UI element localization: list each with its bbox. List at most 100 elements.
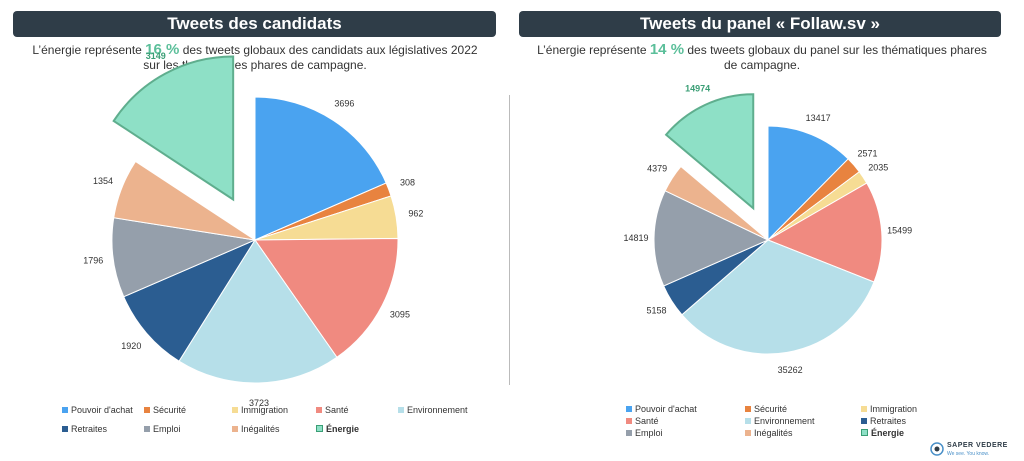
right-legend-label-inegalites: Inégalités (754, 428, 793, 438)
right-slice-inegalites (664, 165, 769, 241)
left-legend-swatch-environnement (398, 407, 404, 413)
right-label-retraites: 5158 (647, 306, 667, 316)
left-label-environnement: 3723 (249, 398, 269, 408)
left-slice-inegalites (113, 160, 256, 241)
right-label-energie: 14974 (685, 84, 710, 94)
right-slice-environnement (681, 239, 875, 355)
right-legend-swatch-pouvoir-d-achat (626, 406, 632, 412)
right-legend-label-energie: Énergie (871, 428, 905, 438)
right-legend-immigration: Immigration (861, 404, 917, 415)
left-legend-label-energie: Énergie (326, 424, 360, 434)
left-slice-sante (254, 237, 399, 358)
left-label-energie: 3149 (146, 51, 166, 61)
right-legend-label-securite: Sécurité (754, 404, 788, 414)
right-legend-label-retraites: Retraites (870, 416, 907, 426)
left-panel: Tweets des candidats L’énergie représent… (0, 0, 500, 461)
right-slice-energie (664, 93, 755, 211)
left-legend-sante: Santé (316, 405, 349, 416)
right-legend-pouvoir-d-achat: Pouvoir d'achat (626, 404, 697, 415)
right-label-securite: 2571 (858, 148, 878, 158)
right-slice-emploi (653, 190, 770, 287)
right-legend-label-emploi: Emploi (635, 428, 663, 438)
right-subtitle: L’énergie représente 14 % des tweets glo… (532, 42, 992, 73)
right-subtitle-pre: L’énergie représente (537, 43, 650, 57)
right-legend-emploi: Emploi (626, 428, 663, 439)
left-legend-label-immigration: Immigration (241, 405, 289, 415)
right-legend-swatch-securite (745, 406, 751, 412)
right-subtitle-post: des tweets globaux du panel sur les thém… (684, 43, 987, 72)
right-legend-label-sante: Santé (635, 416, 659, 426)
right-legend-securite: Sécurité (745, 404, 787, 415)
left-legend-energie: Énergie (316, 424, 359, 435)
left-subtitle-pre: L’énergie représente (32, 43, 146, 57)
left-pie-chart: 3696 308 962 3095 3723 1920 1796 1354 3149 (83, 51, 423, 408)
left-legend-label-sante: Santé (325, 405, 349, 415)
right-label-sante: 15499 (887, 225, 912, 235)
left-legend-label-securite: Sécurité (153, 405, 187, 415)
left-legend-retraites: Retraites (62, 424, 107, 435)
left-legend-securite: Sécurité (144, 405, 186, 416)
saper-vedere-logo: SAPER VEDERE We see. You know. (930, 440, 1020, 460)
right-chart-title: Tweets du panel « Follaw.sv » (519, 11, 1001, 37)
left-legend-immigration: Immigration (232, 405, 288, 416)
right-label-inegalites: 4379 (647, 163, 667, 173)
left-subtitle-highlight: 16 % (145, 41, 180, 58)
left-label-sante: 3095 (390, 310, 410, 320)
logo-name: SAPER VEDERE (947, 442, 1008, 449)
right-label-environnement: 35262 (778, 365, 803, 375)
right-pie-chart: 13417 2571 2035 15499 35262 5158 14819 4379 1497… (624, 84, 913, 376)
left-label-retraites: 1920 (121, 341, 141, 351)
right-slice-pouvoir-d-achat (767, 125, 849, 242)
right-legend-sante: Santé (626, 416, 659, 427)
right-legend-label-pouvoir-d-achat: Pouvoir d'achat (635, 404, 697, 414)
left-label-inegalites: 1354 (93, 176, 113, 186)
left-legend-label-inegalites: Inégalités (241, 424, 280, 434)
left-legend-swatch-emploi (144, 426, 150, 432)
left-slice-pouvoir-d-achat (254, 96, 387, 241)
left-legend-label-retraites: Retraites (71, 424, 108, 434)
left-slice-energie (112, 55, 235, 202)
right-label-pouvoir-d-achat: 13417 (806, 113, 831, 123)
right-legend-label-environnement: Environnement (754, 416, 815, 426)
right-legend-inegalites: Inégalités (745, 428, 793, 439)
left-slice-environnement (178, 239, 338, 384)
left-label-pouvoir-d-achat: 3696 (334, 99, 354, 109)
left-legend-swatch-retraites (62, 426, 68, 432)
left-legend-environnement: Environnement (398, 405, 468, 416)
right-legend-retraites: Retraites (861, 416, 906, 427)
right-legend-swatch-energie (861, 429, 868, 436)
left-chart-title: Tweets des candidats (13, 11, 496, 37)
left-legend-emploi: Emploi (144, 424, 181, 435)
left-legend-swatch-immigration (232, 407, 238, 413)
left-legend-swatch-pouvoir-d-achat (62, 407, 68, 413)
right-legend-energie: Énergie (861, 428, 904, 439)
left-legend-swatch-inegalites (232, 426, 238, 432)
left-legend-inegalites: Inégalités (232, 424, 280, 435)
left-label-immigration: 962 (408, 209, 423, 219)
right-legend-swatch-immigration (861, 406, 867, 412)
right-label-emploi: 14819 (624, 233, 649, 243)
logo-tagline: We see. You know. (947, 451, 990, 457)
left-slice-retraites (123, 238, 257, 362)
left-legend-label-environnement: Environnement (407, 405, 468, 415)
right-slice-sante (766, 182, 883, 283)
right-legend-swatch-emploi (626, 430, 632, 436)
left-label-securite: 308 (400, 177, 415, 187)
left-legend-label-pouvoir-d-achat: Pouvoir d'achat (71, 405, 133, 415)
right-legend-swatch-inegalites (745, 430, 751, 436)
right-subtitle-highlight: 14 % (649, 41, 685, 58)
right-legend-swatch-retraites (861, 418, 867, 424)
right-legend-label-immigration: Immigration (870, 404, 918, 414)
divider (509, 95, 510, 385)
right-legend-swatch-sante (626, 418, 632, 424)
right-panel: Tweets du panel « Follaw.sv » L’énergie … (512, 0, 1012, 461)
right-label-immigration: 2035 (868, 162, 888, 172)
right-legend-swatch-environnement (745, 418, 751, 424)
left-legend-pouvoir-d-achat: Pouvoir d'achat (62, 405, 133, 416)
right-legend-environnement: Environnement (745, 416, 815, 427)
left-legend-swatch-energie (316, 425, 323, 432)
left-legend-label-emploi: Emploi (153, 424, 181, 434)
logo-icon (930, 442, 944, 456)
left-label-emploi: 1796 (83, 255, 103, 265)
left-legend-swatch-securite (144, 407, 150, 413)
